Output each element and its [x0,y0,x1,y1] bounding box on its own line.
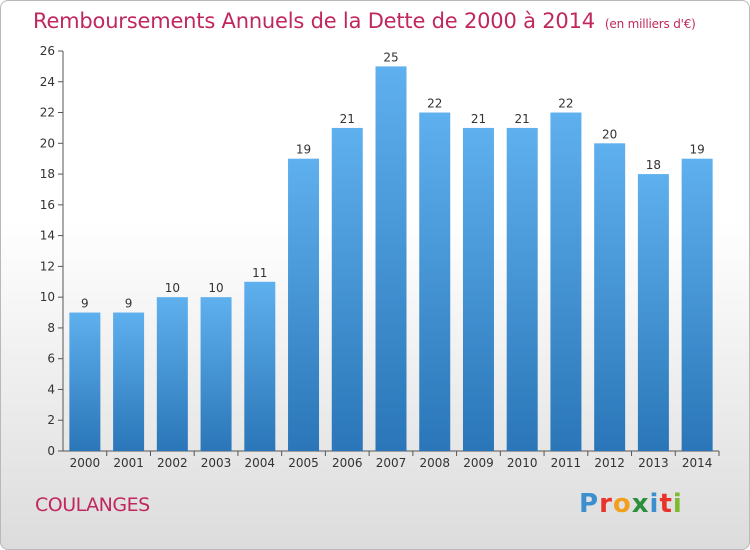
y-tick-label: 16 [40,198,55,212]
x-tick-label: 2014 [682,456,713,470]
y-tick-label: 2 [47,413,55,427]
y-tick-label: 18 [40,167,55,181]
x-tick-label: 2010 [507,456,538,470]
brand-letter: P [579,489,600,519]
bar [594,143,626,452]
bar-value-label: 19 [689,143,704,157]
bar [375,66,407,451]
bar [637,174,669,452]
x-tick-label: 2009 [463,456,494,470]
bar [331,127,363,451]
title-unit: (en milliers d'€) [604,17,696,31]
bar-value-label: 11 [252,266,267,280]
y-tick-label: 6 [47,352,55,366]
y-tick-label: 24 [40,75,55,89]
x-tick-label: 2000 [70,456,101,470]
y-tick-label: 4 [47,382,55,396]
bar [550,112,582,452]
bar [681,158,713,451]
bar [156,297,188,451]
brand-letter: i [672,489,683,519]
bar [200,297,232,451]
x-tick-label: 2007 [376,456,407,470]
bar [419,112,451,452]
y-tick-label: 14 [40,229,55,243]
y-tick-label: 10 [40,290,55,304]
bar-value-label: 25 [383,50,398,64]
x-tick-label: 2001 [113,456,144,470]
bar-value-label: 19 [296,143,311,157]
bar-value-label: 10 [208,281,223,295]
bar-value-label: 9 [81,297,89,311]
brand-letter: x [631,489,650,519]
bar [506,127,538,451]
bar-value-label: 20 [602,127,617,141]
bar-value-label: 9 [125,297,133,311]
x-tick-label: 2005 [288,456,319,470]
bar [113,312,145,451]
x-tick-label: 2012 [594,456,625,470]
bar [244,281,276,451]
bar [288,158,320,451]
x-tick-label: 2002 [157,456,188,470]
bar-value-label: 21 [471,112,486,126]
bar [462,127,494,451]
brand-letter: i [649,489,660,519]
brand-letter: r [599,489,613,519]
bar-value-label: 10 [165,281,180,295]
y-tick-label: 22 [40,106,55,120]
y-tick-label: 26 [40,44,55,58]
y-tick-label: 0 [47,444,55,458]
x-tick-label: 2006 [332,456,363,470]
bar-value-label: 22 [427,97,442,111]
brand-letter: o [612,489,632,519]
bar-value-label: 21 [340,112,355,126]
x-tick-label: 2008 [419,456,450,470]
x-tick-label: 2003 [201,456,232,470]
proxiti-logo[interactable]: Proxiti [579,489,683,519]
bar-value-label: 18 [646,158,661,172]
brand-letter: t [659,489,673,519]
bar [69,312,101,451]
bar-value-label: 22 [558,97,573,111]
x-tick-label: 2011 [551,456,582,470]
y-tick-label: 20 [40,136,55,150]
title-text: Remboursements Annuels de la Dette de 20… [33,9,595,33]
chart-title: Remboursements Annuels de la Dette de 20… [33,9,696,33]
town-name: COULANGES [35,494,150,516]
y-tick-label: 12 [40,259,55,273]
bar-value-label: 21 [515,112,530,126]
x-tick-label: 2013 [638,456,669,470]
y-tick-label: 8 [47,321,55,335]
x-tick-label: 2004 [245,456,276,470]
